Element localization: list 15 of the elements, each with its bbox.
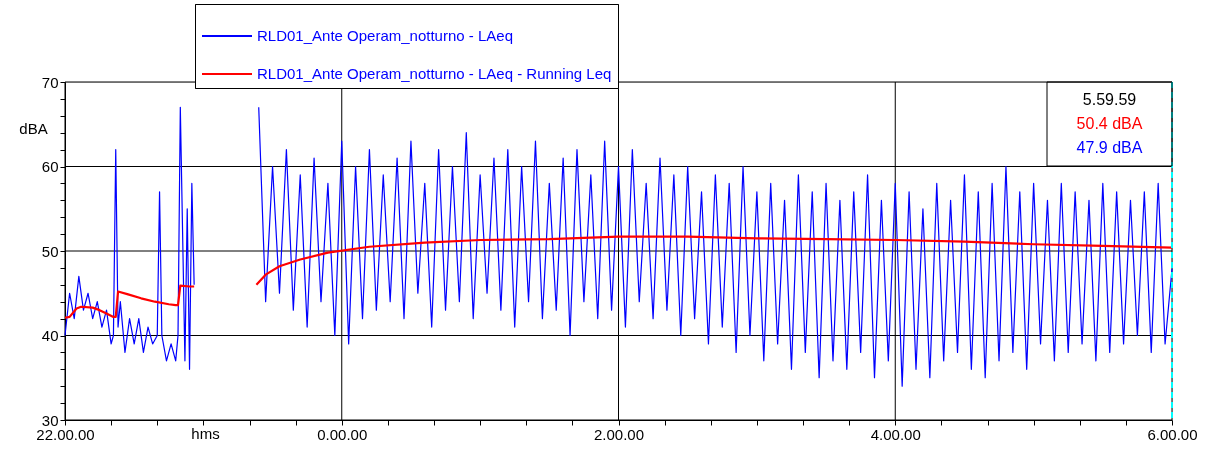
annotation: 5.59.59: [1082, 91, 1137, 108]
y-tick-label: 40: [41, 327, 59, 344]
y-tick-label: 70: [41, 73, 59, 91]
x-tick-label: 6.00.00: [1147, 425, 1198, 443]
y-tick-label: 60: [41, 158, 59, 175]
x-axis-title: hms: [191, 424, 220, 442]
x-tick-label: 4.00.00: [870, 425, 921, 443]
annotation: 50.4 dBA: [1076, 115, 1143, 132]
y-axis-title: dBA: [19, 119, 48, 137]
y-tick-label: 50: [41, 242, 59, 260]
x-tick-label: 2.00.00: [593, 425, 645, 443]
annotation: 47.9 dBA: [1076, 139, 1143, 156]
x-tick-label: 0.00.00: [317, 425, 368, 443]
legend-label: RLD01_Ante Operam_notturno - LAeq - Running Leq: [257, 65, 612, 82]
legend-label: RLD01_Ante Operam_notturno - LAeq: [257, 27, 513, 44]
